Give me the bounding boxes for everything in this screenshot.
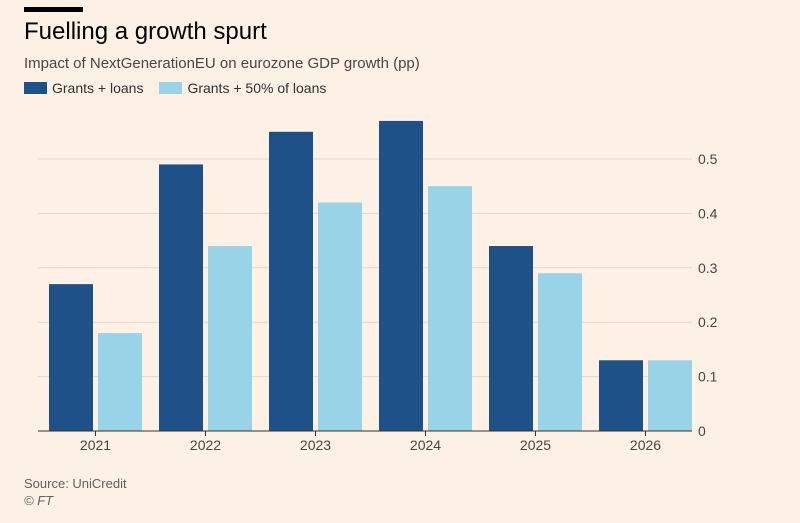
bar-grants-half-loans-2026 <box>648 360 692 431</box>
chart-title: Fuelling a growth spurt <box>24 18 267 45</box>
bar-grants-half-loans-2024 <box>428 186 472 431</box>
legend: Grants + loans Grants + 50% of loans <box>24 80 342 96</box>
legend-item-series-2: Grants + 50% of loans <box>159 80 326 96</box>
bar-grants-half-loans-2025 <box>538 273 582 431</box>
bar-grants-loans-2025 <box>489 246 533 431</box>
source-note: Source: UniCredit <box>24 476 127 491</box>
legend-label-series-2: Grants + 50% of loans <box>187 80 327 96</box>
x-tick-label: 2023 <box>300 437 331 453</box>
bar-grants-half-loans-2021 <box>98 333 142 431</box>
x-tick-label: 2022 <box>190 437 221 453</box>
legend-label-series-1: Grants + loans <box>52 80 144 96</box>
bar-grants-loans-2024 <box>379 120 423 432</box>
y-tick-label: 0.3 <box>698 260 718 276</box>
legend-swatch-series-2 <box>159 82 183 94</box>
bar-grants-loans-2021 <box>49 284 93 431</box>
legend-swatch-series-1 <box>24 82 47 94</box>
x-tick-label: 2025 <box>520 437 551 453</box>
x-tick-label: 2026 <box>630 437 661 453</box>
chart-subtitle: Impact of NextGenerationEU on eurozone G… <box>24 55 420 72</box>
y-tick-label: 0.4 <box>698 205 718 221</box>
bar-grants-loans-2023 <box>269 131 313 432</box>
bar-grants-half-loans-2022 <box>208 246 252 431</box>
header-rule <box>24 7 83 12</box>
y-tick-label: 0.1 <box>698 369 718 385</box>
copyright-note: © FT <box>24 493 54 508</box>
y-tick-label: 0.2 <box>698 314 718 330</box>
y-tick-label: 0 <box>698 423 706 439</box>
bar-grants-loans-2026 <box>599 360 643 431</box>
bar-grants-half-loans-2023 <box>318 202 362 431</box>
bar-grants-loans-2022 <box>159 164 203 431</box>
legend-item-series-1: Grants + loans <box>24 80 143 96</box>
x-tick-label: 2021 <box>80 437 111 453</box>
y-tick-label: 0.5 <box>698 151 718 167</box>
x-tick-label: 2024 <box>410 437 441 453</box>
